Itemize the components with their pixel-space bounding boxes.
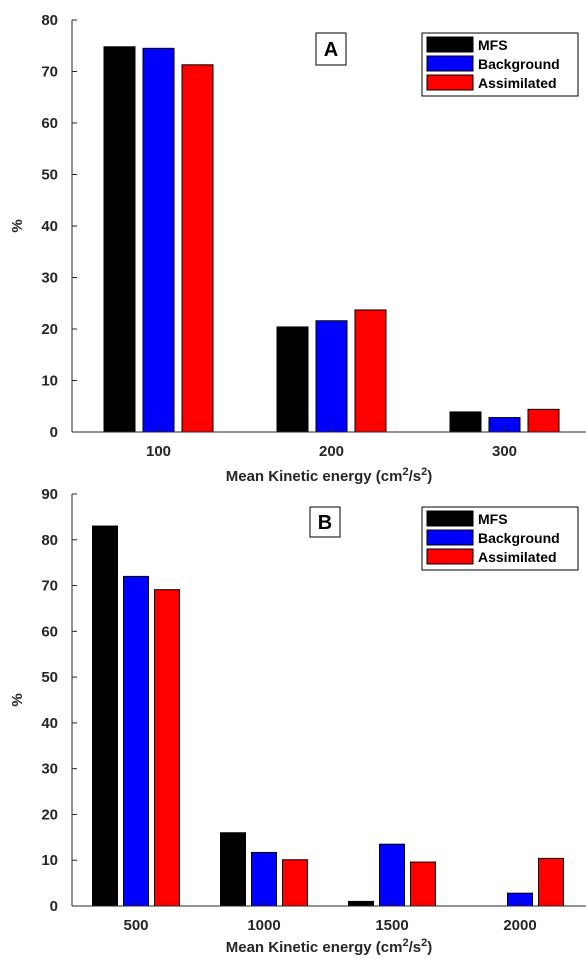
y-tick-label: 60 [41, 115, 58, 132]
x-axis-label: Mean Kinetic energy (cm2/s2) [226, 937, 432, 956]
bar-assimilated-200 [354, 309, 387, 433]
legend-label-assimilated: Assimilated [478, 75, 557, 91]
legend-swatch-mfs [426, 510, 474, 527]
y-tick-label: 30 [41, 270, 58, 287]
y-tick-label: 50 [41, 669, 58, 686]
bar-assimilated-1500 [410, 861, 436, 907]
y-tick-label: 70 [41, 578, 58, 595]
x-tick-label: 300 [492, 443, 517, 460]
legend-swatch-mfs [426, 36, 474, 53]
y-tick-label: 70 [41, 64, 58, 81]
bar-mfs-300 [449, 411, 482, 433]
legend-label-background: Background [478, 56, 560, 72]
x-tick-label: 500 [123, 917, 148, 934]
legend-swatch-assimilated [426, 548, 474, 565]
y-tick-label: 40 [41, 715, 58, 732]
bar-background-500 [123, 575, 149, 907]
x-tick-label: 1000 [247, 917, 280, 934]
y-tick-label: 20 [41, 806, 58, 823]
y-tick-label: 80 [41, 12, 58, 29]
y-tick-label: 30 [41, 761, 58, 778]
bar-background-200 [315, 320, 348, 433]
bar-mfs-200 [276, 326, 309, 433]
y-tick-label: 10 [41, 373, 58, 390]
bar-background-1000 [251, 851, 277, 907]
panel-label-box: A [315, 32, 347, 66]
panel-label: A [324, 39, 338, 61]
bar-assimilated-1000 [282, 859, 308, 907]
legend: MFS Background Assimilated [421, 32, 579, 97]
y-tick-label: 60 [41, 623, 58, 640]
legend-swatch-assimilated [426, 74, 474, 91]
bar-assimilated-300 [527, 408, 560, 433]
y-tick-label: 10 [41, 852, 58, 869]
y-axis-label: % [9, 219, 26, 232]
bar-assimilated-2000 [538, 857, 564, 907]
x-ticks: 500 1000 1500 2000 [123, 901, 537, 934]
legend-label-background: Background [478, 530, 560, 546]
y-tick-label: 40 [41, 218, 58, 235]
x-axis-label: Mean Kinetic energy (cm2/s2) [226, 466, 432, 485]
legend-label-assimilated: Assimilated [478, 549, 557, 565]
x-ticks: 100 200 300 [146, 427, 517, 460]
y-tick-label: 50 [41, 167, 58, 184]
bar-mfs-100 [103, 46, 136, 433]
legend: MFS Background Assimilated [421, 506, 579, 571]
legend-label-mfs: MFS [478, 511, 508, 527]
bars-group [103, 46, 560, 433]
legend-label-mfs: MFS [478, 37, 508, 53]
x-tick-label: 1500 [375, 917, 408, 934]
bar-background-1500 [379, 843, 405, 907]
y-ticks: 0 10 20 30 40 50 60 70 80 [41, 12, 77, 441]
bar-assimilated-500 [154, 589, 180, 907]
y-tick-label: 0 [50, 424, 58, 441]
y-ticks: 0 10 20 30 40 50 60 70 80 90 [41, 486, 77, 915]
panel-label-box: B [309, 506, 341, 538]
panel-label: B [318, 512, 332, 534]
bar-mfs-1000 [220, 832, 246, 907]
y-tick-label: 90 [41, 486, 58, 503]
y-tick-label: 0 [50, 898, 58, 915]
bar-background-100 [142, 47, 175, 433]
legend-swatch-background [426, 529, 474, 546]
bar-assimilated-100 [181, 64, 214, 433]
x-tick-label: 200 [319, 443, 344, 460]
x-tick-label: 2000 [503, 917, 536, 934]
legend-swatch-background [426, 55, 474, 72]
y-axis-label: % [9, 693, 26, 706]
y-tick-label: 80 [41, 532, 58, 549]
bar-mfs-500 [92, 525, 118, 907]
x-tick-label: 100 [146, 443, 171, 460]
chart-panel-b: 0 10 20 30 40 50 60 70 80 90 500 1000 1500 2000 % Me… [9, 486, 586, 956]
y-tick-label: 20 [41, 321, 58, 338]
bars-group [92, 525, 564, 907]
chart-panel-a: 0 10 20 30 40 50 60 70 80 100 200 300 % Mean Kinet… [9, 12, 586, 485]
bar-mfs-1500 [348, 900, 374, 907]
